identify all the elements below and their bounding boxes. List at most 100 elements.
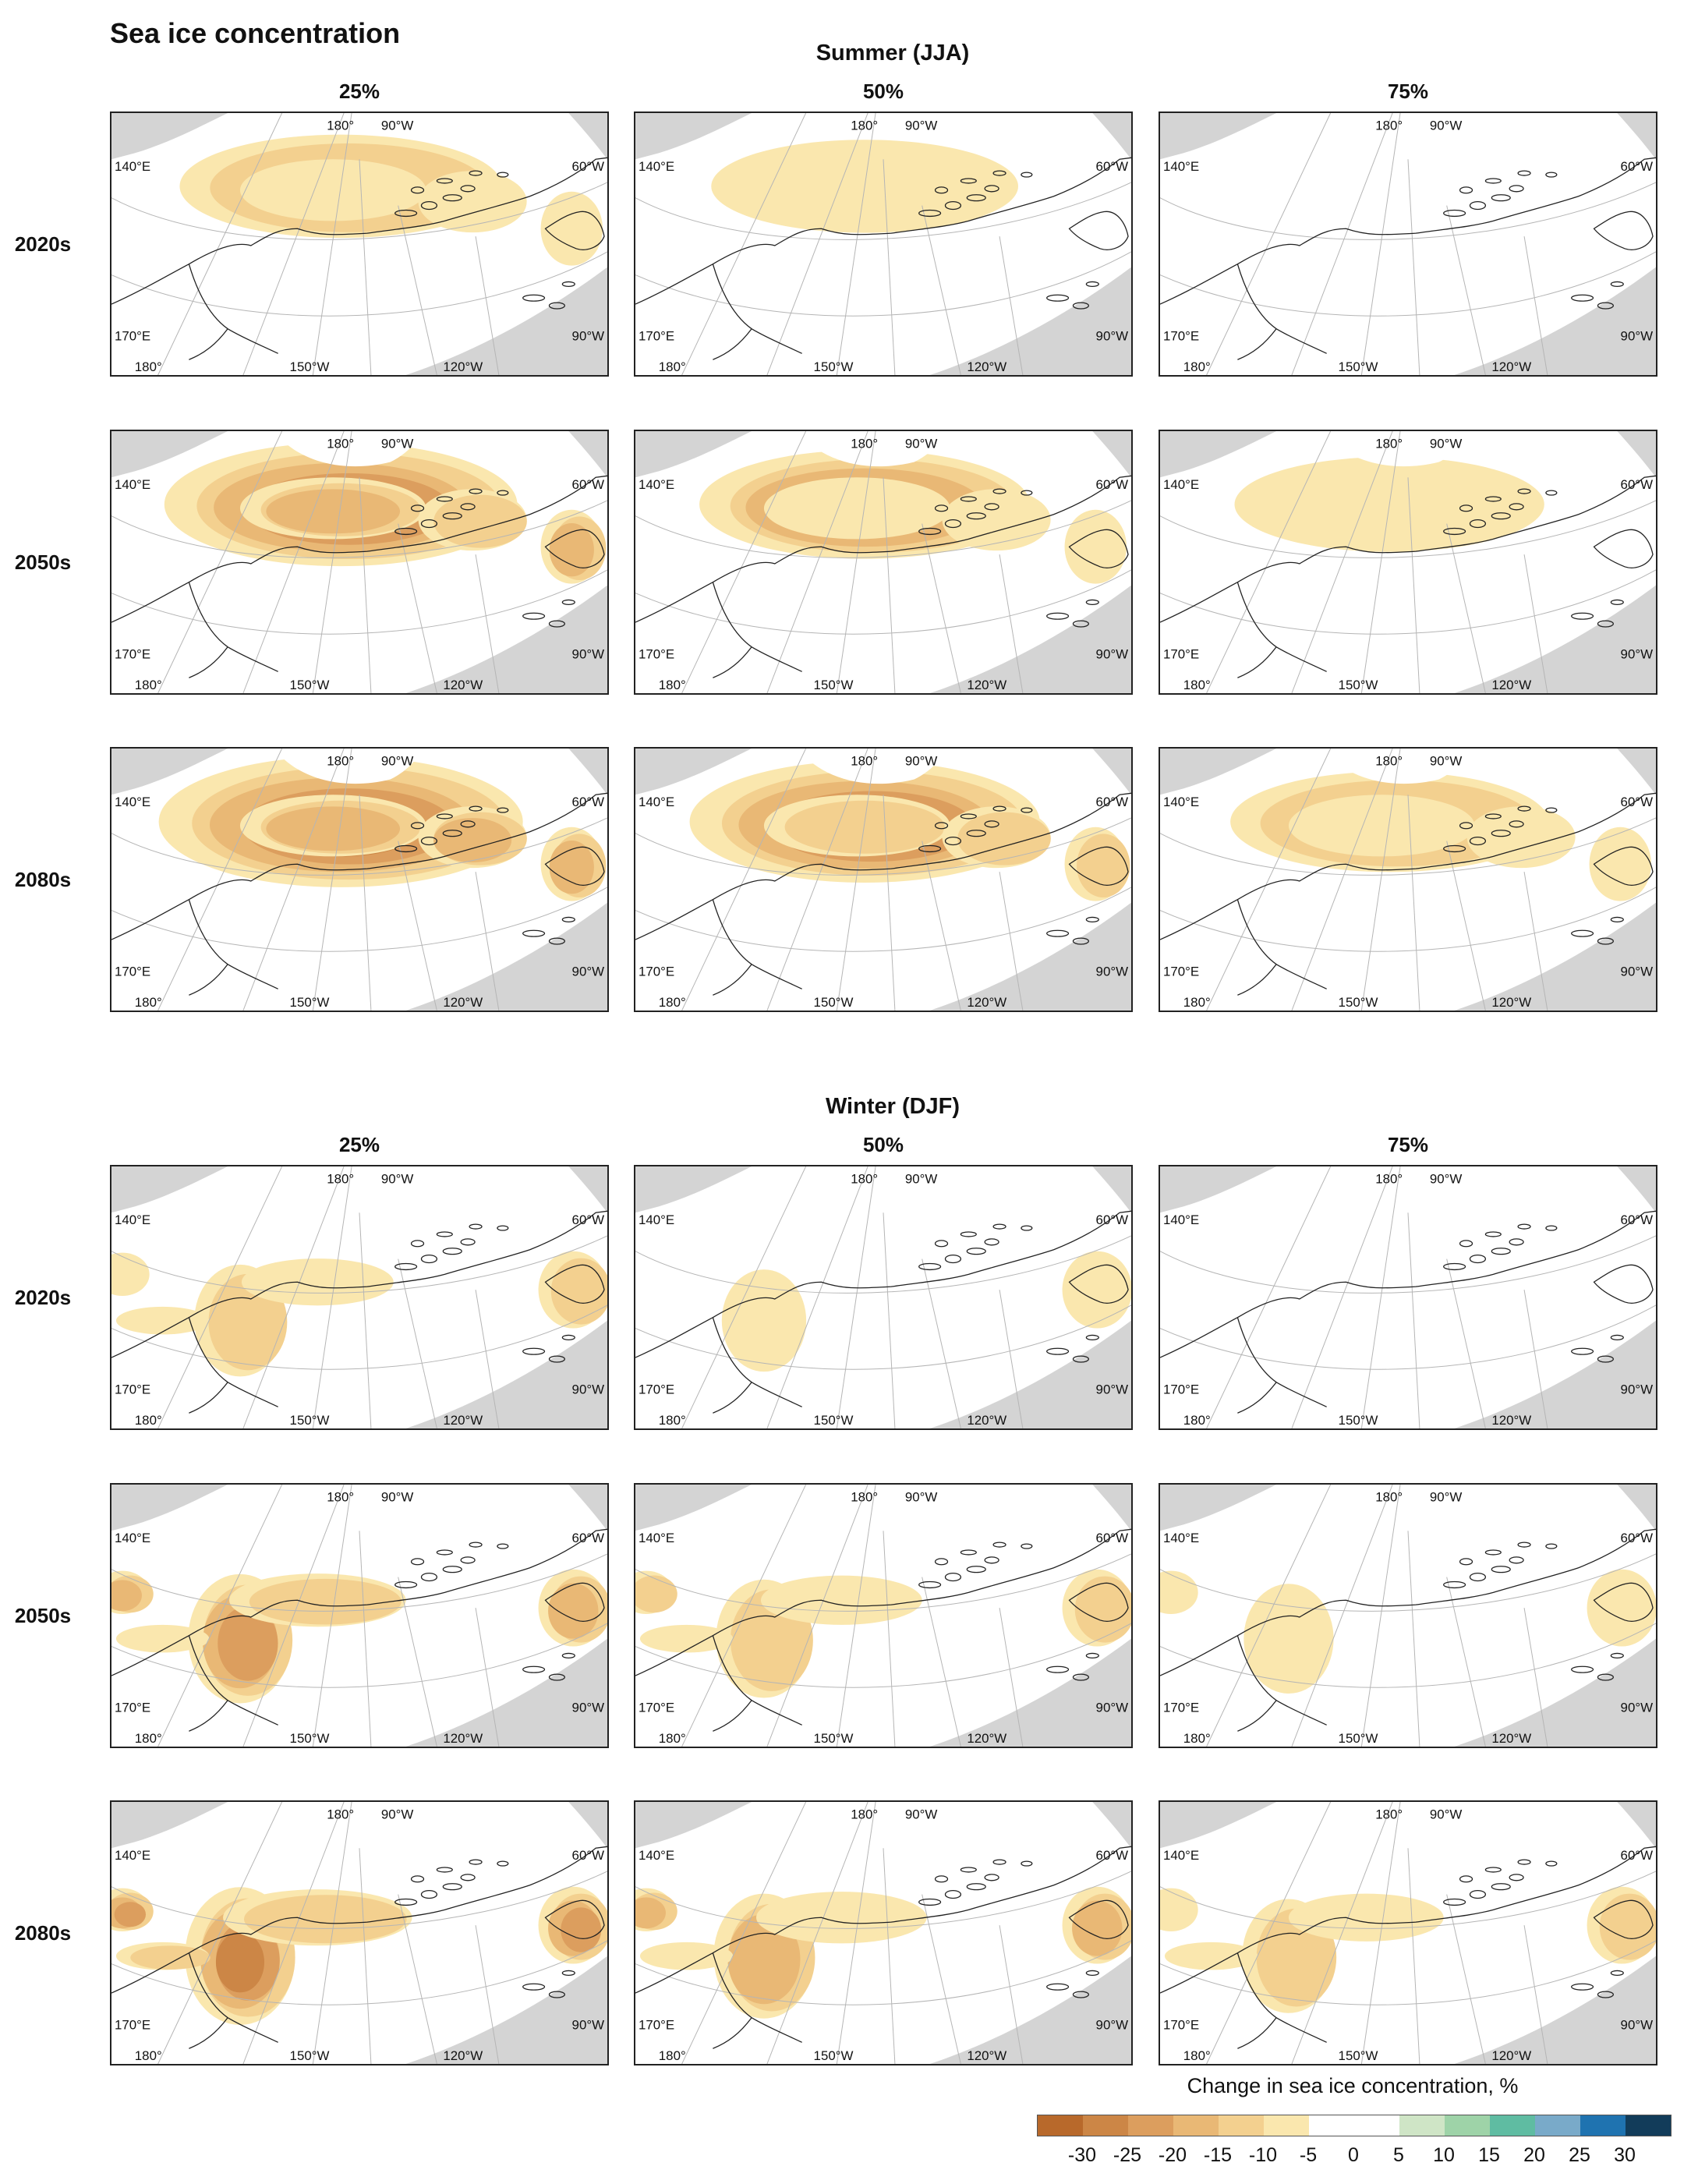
map-tick-label: 90°W (1621, 1382, 1654, 1397)
ice-change-contour (218, 1605, 278, 1681)
legend-swatch (1580, 2115, 1626, 2136)
ice-change-contour (433, 494, 527, 548)
map-tick-label: 90°W (905, 1490, 938, 1505)
no-data-region (1322, 749, 1470, 784)
coastline (1160, 1210, 1656, 1414)
map-tick-label: 150°W (290, 1413, 330, 1428)
legend-swatch (1490, 2115, 1535, 2136)
map-tick-label: 180° (1183, 359, 1211, 374)
ice-change-contour (1599, 1893, 1656, 1960)
map-tick-label: 170°E (115, 1701, 150, 1715)
map-tick-label: 90°W (1621, 1701, 1654, 1715)
map-tick-label: 150°W (814, 678, 854, 692)
map-tick-label: 150°W (290, 359, 330, 374)
coastline (1160, 792, 1656, 996)
map-panel: 180° 90°W 140°E 60°W 170°E 90°W 180° 150°W 120°W (1159, 1165, 1657, 1430)
map-tick-label: 60°W (1621, 795, 1654, 809)
legend-swatch (1083, 2115, 1128, 2136)
map-tick-label: 140°E (639, 1531, 674, 1545)
map-tick-label: 90°W (905, 754, 938, 769)
map-tick-label: 60°W (1096, 795, 1129, 809)
out-of-domain-region (568, 431, 607, 478)
map-svg: 180° 90°W 140°E 60°W 170°E 90°W 180° 150°W 120°W (1160, 1166, 1656, 1428)
map-svg: 180° 90°W 140°E 60°W 170°E 90°W 180° 150°W 120°W (1160, 1802, 1656, 2064)
map-tick-label: 140°E (1163, 1531, 1199, 1545)
map-svg: 180° 90°W 140°E 60°W 170°E 90°W 180° 150°W 120°W (111, 113, 607, 375)
coastline (635, 1210, 1131, 1414)
out-of-domain-region (1160, 113, 1277, 160)
map-tick-label: 180° (135, 995, 162, 1010)
legend-swatch (1535, 2115, 1580, 2136)
map-svg: 180° 90°W 140°E 60°W 170°E 90°W 180° 150°W 120°W (635, 431, 1131, 693)
out-of-domain-region (568, 749, 607, 795)
map-tick-label: 120°W (967, 2048, 1006, 2063)
legend-swatch (1219, 2115, 1264, 2136)
out-of-domain-region (1454, 1638, 1656, 1747)
map-tick-label: 120°W (443, 359, 483, 374)
map-tick-label: 170°E (639, 1701, 674, 1715)
map-tick-label: 150°W (1339, 2048, 1378, 2063)
map-panel: 180° 90°W 140°E 60°W 170°E 90°W 180° 150°W 120°W (1159, 112, 1657, 377)
ice-change-contour (266, 489, 401, 534)
out-of-domain-region (929, 902, 1131, 1011)
map-tick-label: 180° (851, 1807, 878, 1822)
map-tick-label: 60°W (1621, 1531, 1654, 1545)
colorbar-legend: Change in sea ice concentration, % -30 -2… (1037, 2074, 1672, 2183)
map-tick-label: 170°E (115, 329, 150, 344)
map-tick-label: 180° (1183, 2048, 1211, 2063)
map-tick-label: 180° (327, 119, 354, 133)
out-of-domain-region (111, 1485, 228, 1531)
map-tick-label: 60°W (572, 1848, 605, 1863)
ice-change-contour (1243, 1584, 1334, 1694)
map-tick-label: 90°W (381, 437, 414, 451)
out-of-domain-region (1454, 902, 1656, 1011)
legend-tick-label: -30 (1067, 2144, 1097, 2166)
out-of-domain-region (929, 585, 1131, 693)
map-tick-label: 150°W (814, 1413, 854, 1428)
map-tick-label: 90°W (1621, 965, 1654, 979)
map-tick-label: 60°W (1621, 1848, 1654, 1863)
ice-change-contour (721, 1269, 807, 1372)
map-tick-label: 150°W (1339, 1731, 1378, 1746)
map-tick-label: 180° (851, 119, 878, 133)
ice-change-contour (114, 1902, 147, 1927)
map-tick-label: 60°W (1621, 477, 1654, 492)
out-of-domain-region (568, 113, 607, 160)
graticule (1160, 749, 1656, 1011)
out-of-domain-region (405, 1956, 607, 2064)
out-of-domain-region (635, 749, 752, 795)
map-tick-label: 90°W (572, 329, 605, 344)
ice-change-contour (1077, 834, 1130, 898)
graticule (1160, 1166, 1656, 1428)
map-tick-label: 120°W (967, 1731, 1006, 1746)
out-of-domain-region (1617, 749, 1656, 795)
map-tick-label: 90°W (905, 1172, 938, 1187)
legend-tick-label: -15 (1203, 2144, 1233, 2166)
out-of-domain-region (1092, 749, 1131, 795)
ice-change-contour (115, 1624, 210, 1653)
ice-change-contour (549, 841, 594, 894)
ice-change-contour (1164, 1942, 1258, 1970)
legend-swatch (1445, 2115, 1490, 2136)
map-tick-label: 90°W (572, 1382, 605, 1397)
map-tick-label: 180° (659, 359, 686, 374)
legend-tick-label: 30 (1614, 2144, 1636, 2166)
legend-swatch (1309, 2115, 1354, 2136)
map-tick-label: 90°W (572, 647, 605, 662)
coastline (111, 1528, 607, 1732)
map-tick-label: 140°E (639, 159, 674, 174)
ice-change-contour (957, 812, 1051, 865)
map-tick-label: 150°W (814, 2048, 854, 2063)
ice-change-contour (433, 818, 512, 863)
column-label: 75% (1387, 1133, 1429, 1156)
graticule (1160, 431, 1656, 693)
legend-swatch (1626, 2115, 1671, 2136)
map-tick-label: 60°W (1096, 1848, 1129, 1863)
map-panel: 180° 90°W 140°E 60°W 170°E 90°W 180° 150°W 120°W (110, 1165, 609, 1430)
out-of-domain-region (568, 1802, 607, 1849)
out-of-domain-region (1092, 1485, 1131, 1531)
graticule (635, 749, 1131, 1011)
map-tick-label: 170°E (1163, 647, 1199, 662)
map-panel: 180° 90°W 140°E 60°W 170°E 90°W 180° 150°W 120°W (1159, 1483, 1657, 1748)
no-data-region (274, 431, 422, 467)
